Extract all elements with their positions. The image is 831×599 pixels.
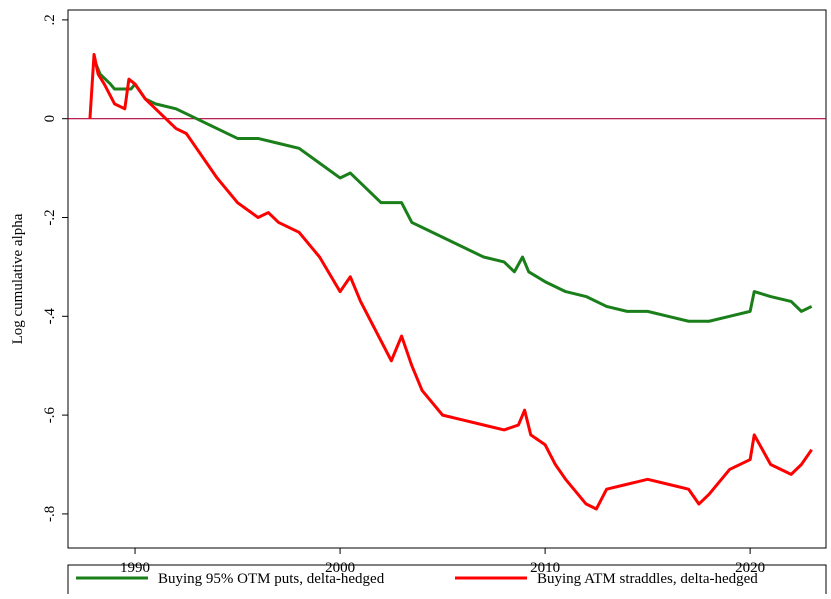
y-tick-label: -.4 xyxy=(42,308,58,325)
plot-frame xyxy=(67,9,827,549)
y-axis-label: Log cumulative alpha xyxy=(10,213,26,344)
series-line xyxy=(92,58,813,323)
legend-box xyxy=(67,564,827,599)
y-tick-label: -.8 xyxy=(42,506,58,522)
y-tick-label: -.2 xyxy=(42,209,58,225)
x-tick-label: 2020 xyxy=(735,560,765,576)
series-line xyxy=(88,52,813,511)
y-tick-label: .2 xyxy=(42,14,58,25)
legend-label: Buying ATM straddles, delta-hedged xyxy=(537,571,758,587)
y-tick-label: -.6 xyxy=(42,406,58,423)
y-tick-label: 0 xyxy=(42,115,58,123)
x-tick-label: 2000 xyxy=(325,560,355,576)
x-tick-label: 1990 xyxy=(120,560,150,576)
x-tick-label: 2010 xyxy=(530,560,560,576)
legend-label: Buying 95% OTM puts, delta-hedged xyxy=(158,571,385,587)
